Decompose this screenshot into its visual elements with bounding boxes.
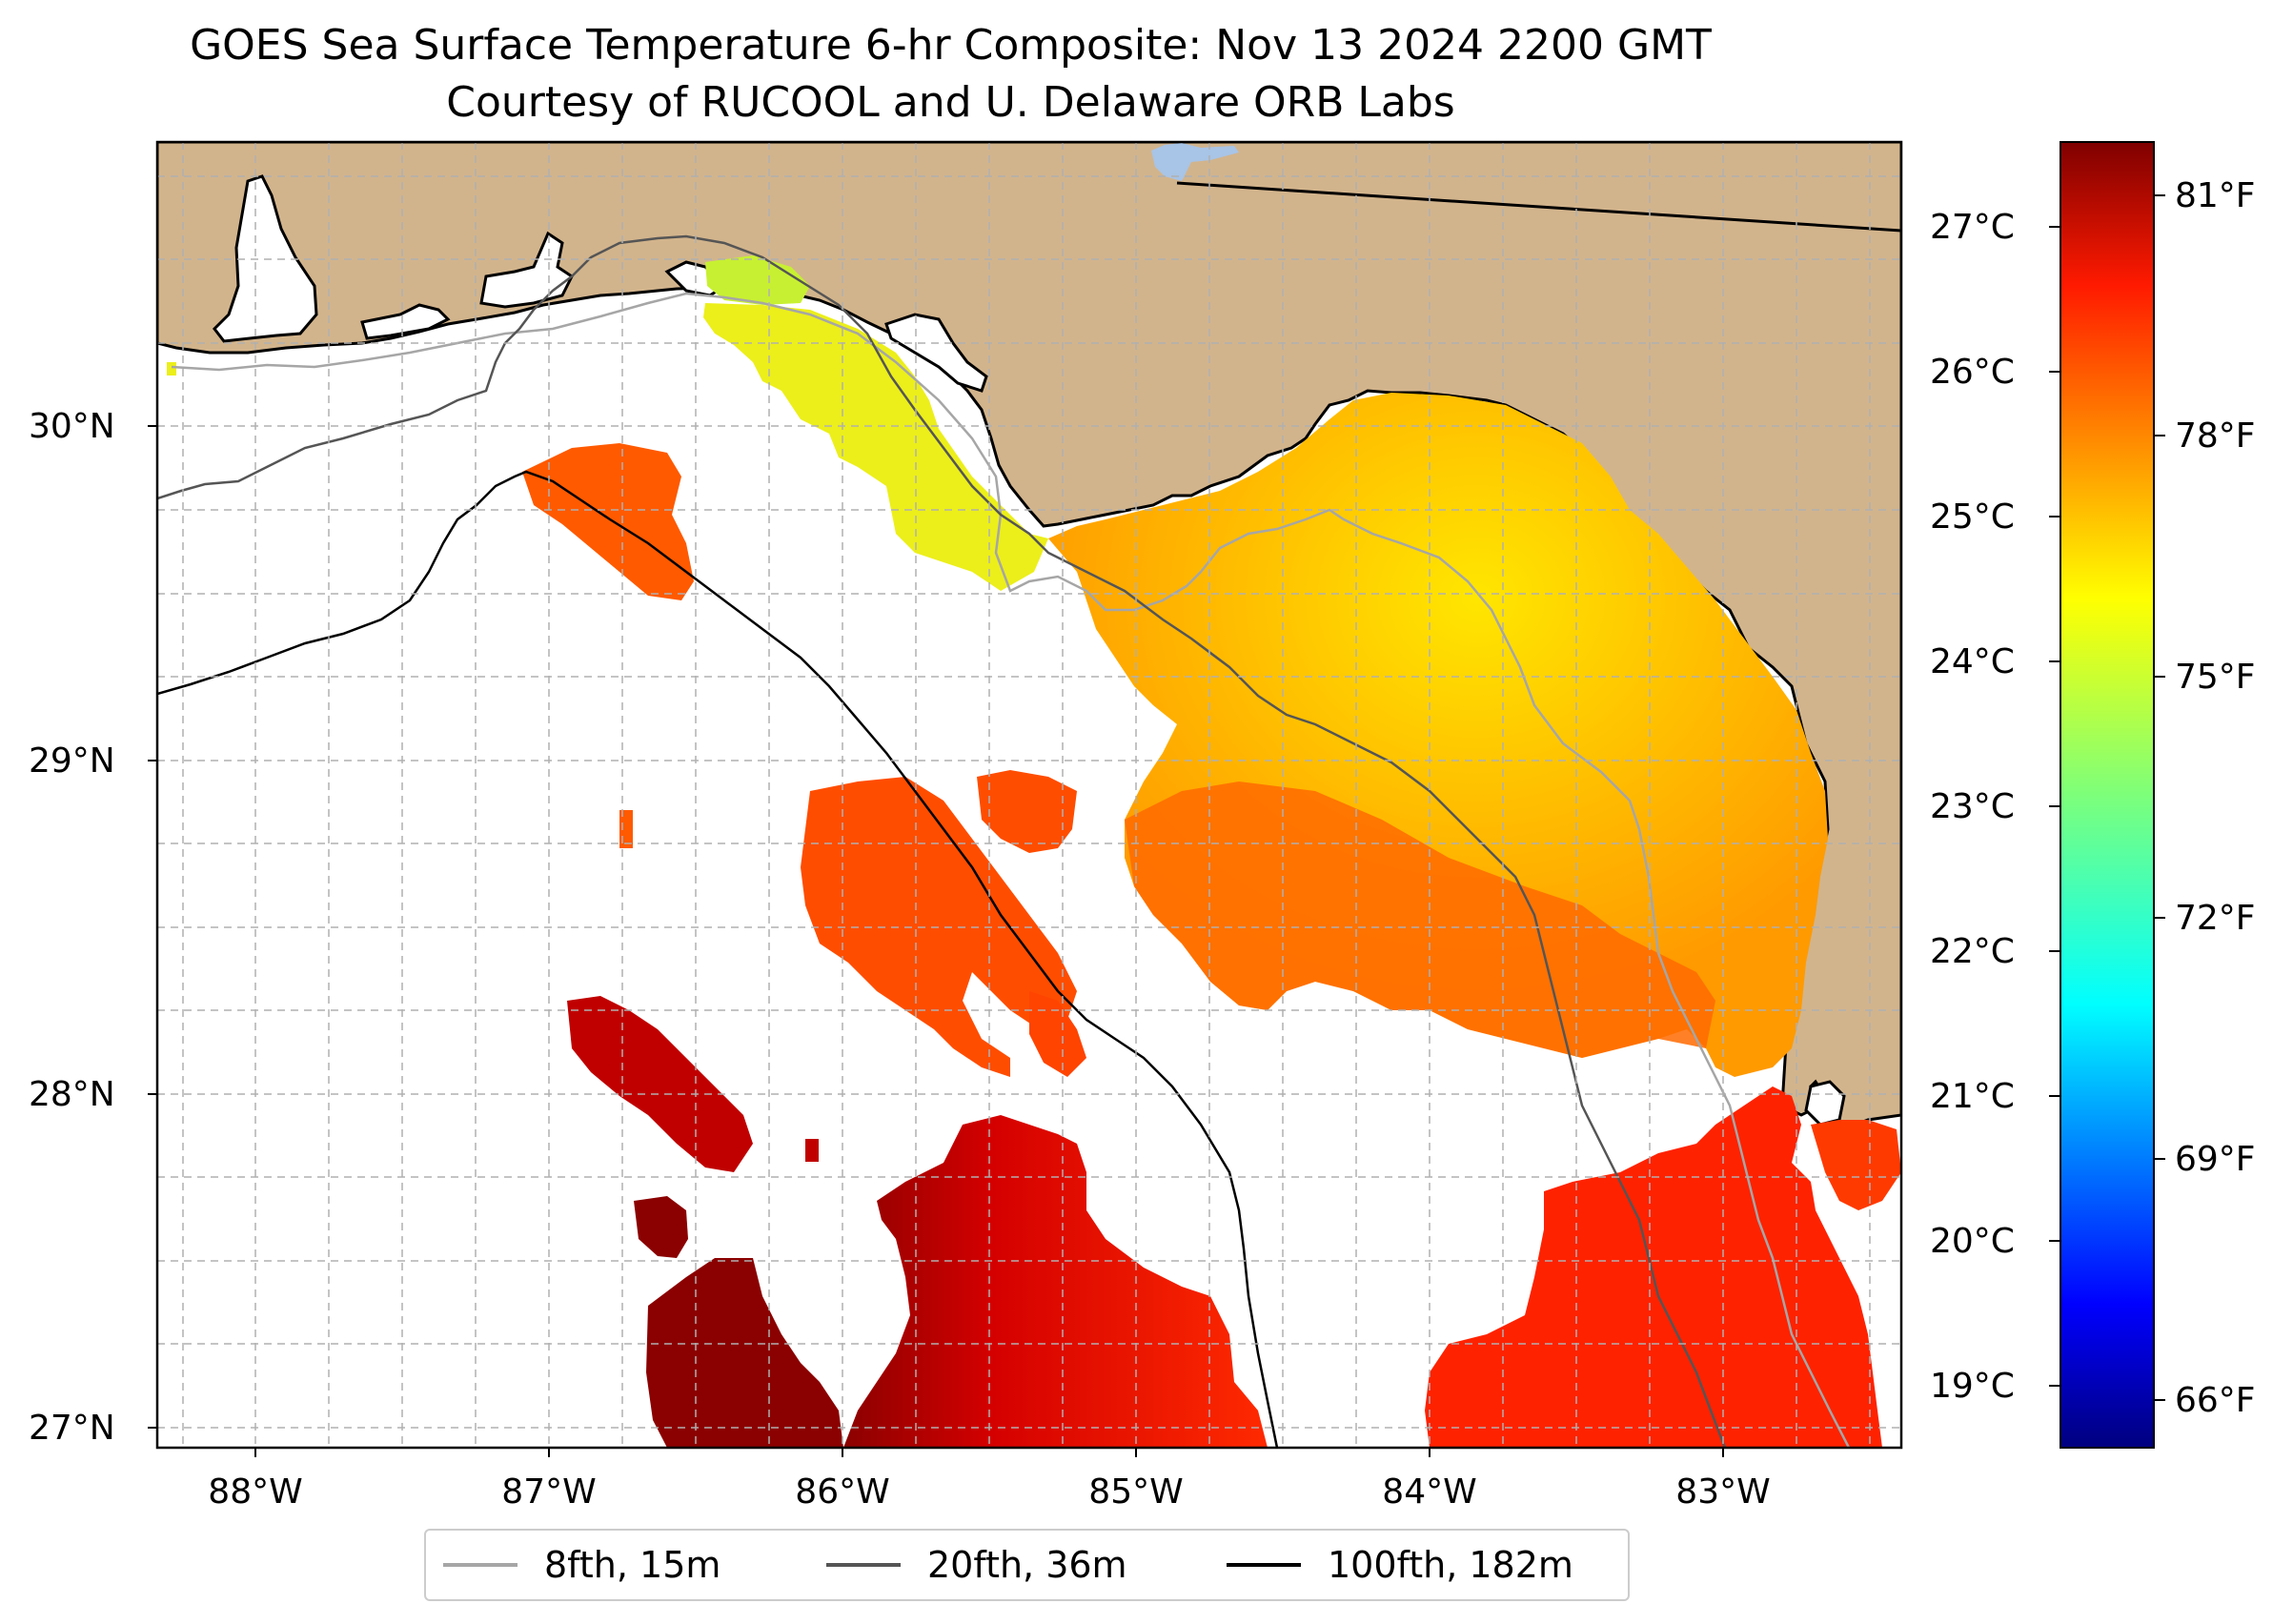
colorbar-ticks (2049, 194, 2165, 1401)
cbar-f-81: 81°F (2175, 176, 2256, 215)
cbar-c-22: 22°C (1930, 932, 2015, 971)
isobath-100fth (157, 470, 1279, 1448)
lat-label-28n: 28°N (29, 1075, 115, 1114)
sst-patch-southeast (1425, 1086, 1882, 1448)
cbar-c-19: 19°C (1930, 1367, 2015, 1406)
legend: 8fth, 15m 20fth, 36m 100fth, 182m (424, 1529, 1630, 1601)
sst-data (167, 255, 1901, 1448)
legend-item-20fth: 20fth, 36m (826, 1531, 1127, 1599)
cbar-c-27: 27°C (1930, 208, 2015, 247)
lat-label-27n: 27°N (29, 1409, 115, 1448)
cbar-f-69: 69°F (2175, 1140, 2256, 1179)
lake (1151, 143, 1239, 181)
sst-patch-mid-east (977, 770, 1077, 853)
legend-item-8fth: 8fth, 15m (443, 1531, 720, 1599)
sst-speck-1 (619, 810, 633, 848)
cbar-f-75: 75°F (2175, 658, 2256, 697)
cbar-f-66: 66°F (2175, 1381, 2256, 1420)
sst-patch-darkred-1 (567, 996, 753, 1172)
chart-title: GOES Sea Surface Temperature 6-hr Compos… (190, 21, 1712, 70)
map-frame (155, 140, 1903, 1450)
sst-speck-2 (167, 362, 176, 376)
cbar-c-23: 23°C (1930, 787, 2015, 826)
sst-patch-offshore-nw (522, 443, 694, 600)
sst-patch-darkred-2 (634, 1196, 688, 1258)
sst-patch-south (843, 1115, 1268, 1448)
isobath-8fth (171, 292, 1851, 1448)
legend-label-100fth: 100fth, 182m (1328, 1544, 1573, 1586)
lat-label-30n: 30°N (29, 407, 115, 446)
state-border (1176, 181, 1901, 233)
axis-ticks (148, 425, 1724, 1457)
sst-patch-nearshore (705, 255, 810, 305)
lat-label-29n: 29°N (29, 741, 115, 781)
legend-item-100fth: 100fth, 182m (1227, 1531, 1573, 1599)
sst-speck-3 (805, 1139, 819, 1162)
cbar-f-78: 78°F (2175, 416, 2256, 456)
pensacola-bay (360, 303, 451, 340)
chart-subtitle: Courtesy of RUCOOL and U. Delaware ORB L… (446, 78, 1455, 127)
land-mass (157, 142, 1901, 1131)
map-area (157, 142, 1901, 1448)
cbar-c-20: 20°C (1930, 1222, 2015, 1261)
sst-patch-tampa (1811, 1120, 1901, 1210)
sst-patch-bigbend-south (1125, 782, 1715, 1058)
cbar-c-26: 26°C (1930, 353, 2015, 392)
lon-label-86w: 86°W (795, 1472, 890, 1512)
apalachicola-bay (884, 313, 988, 393)
legend-label-8fth: 8fth, 15m (544, 1544, 721, 1586)
cbar-c-25: 25°C (1930, 497, 2015, 537)
legend-swatch-20fth (826, 1563, 901, 1567)
cbar-c-24: 24°C (1930, 642, 2015, 681)
lon-label-87w: 87°W (501, 1472, 597, 1512)
isobath-20fth (157, 234, 1727, 1448)
legend-swatch-100fth (1227, 1563, 1301, 1567)
legend-swatch-8fth (443, 1563, 517, 1567)
lon-label-88w: 88°W (208, 1472, 303, 1512)
colorbar (2060, 141, 2155, 1449)
lon-label-85w: 85°W (1088, 1472, 1184, 1512)
cbar-c-21: 21°C (1930, 1077, 2015, 1116)
cbar-f-72: 72°F (2175, 899, 2256, 938)
sst-patch-panhandle (703, 303, 1048, 591)
lon-label-84w: 84°W (1382, 1472, 1477, 1512)
gridlines (157, 142, 1901, 1448)
isobaths (157, 234, 1851, 1448)
legend-label-20fth: 20fth, 36m (927, 1544, 1127, 1586)
lon-label-83w: 83°W (1675, 1472, 1771, 1512)
sst-patch-mid-south (1029, 991, 1086, 1077)
